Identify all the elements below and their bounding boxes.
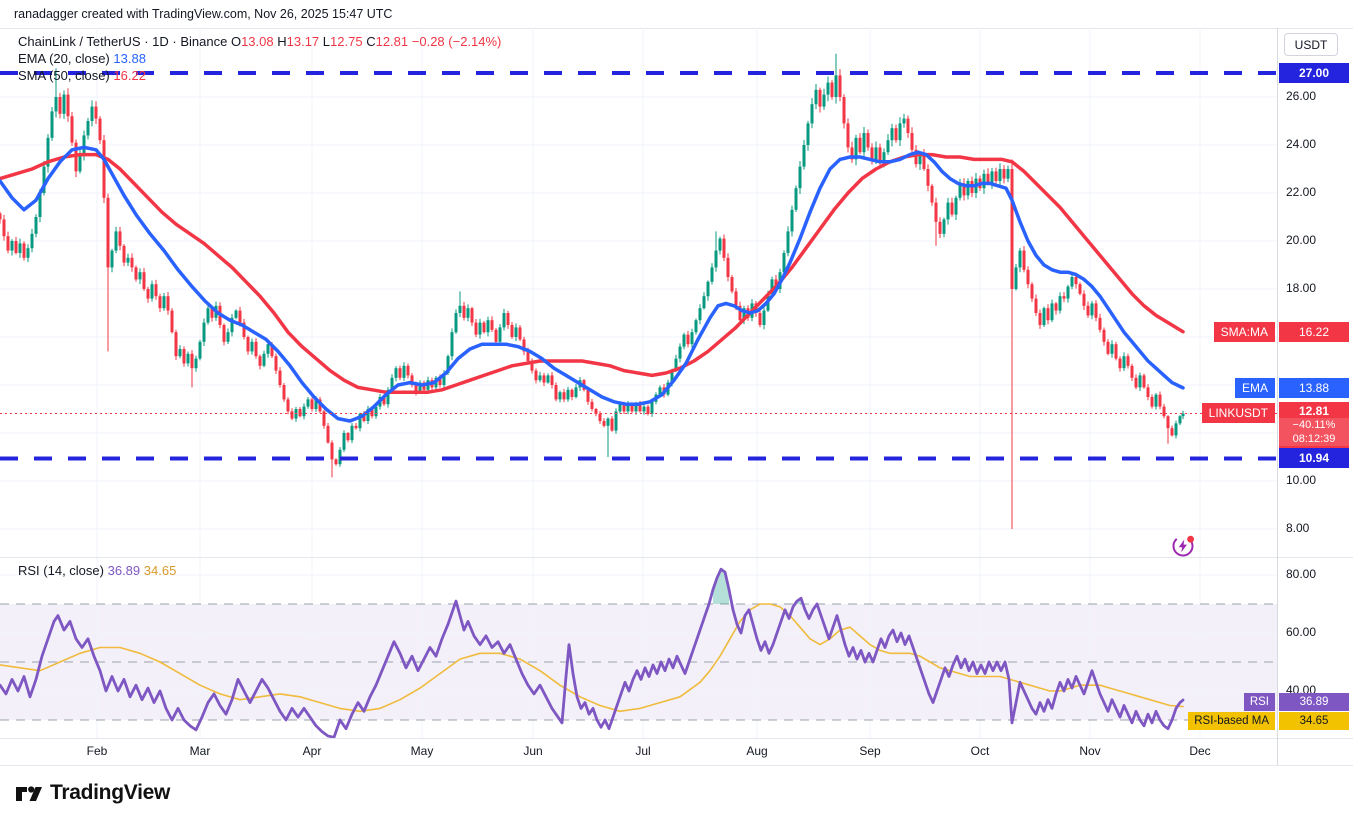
- sma50-line: [0, 152, 1185, 394]
- ohlc-high: 13.17: [286, 34, 320, 49]
- ema-legend-value: 13.88: [113, 51, 146, 66]
- last-price-value: 12.81: [1298, 404, 1330, 418]
- month-label-jun: Jun: [523, 744, 543, 758]
- price-tick-label: 22.00: [1286, 185, 1317, 199]
- pane-separator[interactable]: [0, 557, 1353, 558]
- notification-dot: [1187, 535, 1194, 543]
- price-tick-label: 20.00: [1286, 233, 1317, 247]
- rsi-ma-axis-value: 34.65: [1279, 712, 1349, 730]
- ema-axis-value: 13.88: [1279, 378, 1349, 398]
- rsi-tick-label: 60.00: [1286, 625, 1317, 639]
- tradingview-logo-icon: [16, 786, 42, 801]
- price-tick-label: 24.00: [1286, 137, 1317, 151]
- price-tick-label: 26.00: [1286, 89, 1317, 103]
- rsi-gridlines: [0, 557, 1277, 738]
- month-label-aug: Aug: [746, 744, 768, 758]
- price-gridlines: [0, 28, 1277, 557]
- ohlc-change: −0.28 (−2.14%): [411, 34, 502, 49]
- ohlc-open-label: O: [230, 34, 242, 49]
- rsi-ma-series-tag: RSI-based MA: [1188, 712, 1275, 730]
- ohlc-close: 12.81: [375, 34, 409, 49]
- sma-series-tag: SMA:MA: [1213, 322, 1275, 342]
- month-label-jul: Jul: [635, 744, 651, 758]
- tradingview-logo-text: TradingView: [50, 781, 171, 804]
- price-chart-canvas[interactable]: [0, 28, 1277, 557]
- streak-lightning-icon[interactable]: [1169, 532, 1197, 560]
- rsi-tick-label: 80.00: [1286, 567, 1317, 581]
- bar-countdown: 08:12:39: [1279, 432, 1349, 446]
- lightning-bolt-glyph: [1178, 539, 1187, 553]
- month-label-apr: Apr: [302, 744, 322, 758]
- month-label-feb: Feb: [86, 744, 108, 758]
- month-label-sep: Sep: [859, 744, 881, 758]
- rsi-legend[interactable]: RSI (14, close) 36.89 34.65: [18, 563, 176, 578]
- rsi-chart-canvas[interactable]: [0, 557, 1277, 738]
- sma-legend-value: 16.22: [113, 68, 146, 83]
- ema-legend-label: EMA (20, close): [18, 51, 110, 66]
- ema20-line: [0, 145, 1185, 423]
- rsi-legend-value: 36.89: [107, 563, 141, 578]
- ohlc-low: 12.75: [330, 34, 363, 49]
- ohlc-open: 13.08: [241, 34, 274, 49]
- chart-bottom-border: [0, 765, 1353, 766]
- price-tick-label: 18.00: [1286, 281, 1317, 295]
- month-label-nov: Nov: [1079, 744, 1101, 758]
- rsi-band-fill: [0, 604, 1277, 720]
- rsi-ma-legend-value: 34.65: [143, 563, 177, 578]
- ohlc-high-label: H: [277, 34, 287, 49]
- change-percent-value: −40.11%: [1279, 418, 1349, 432]
- month-label-may: May: [410, 744, 434, 758]
- currency-toggle-button[interactable]: USDT: [1284, 33, 1338, 56]
- sma-axis-value: 16.22: [1279, 322, 1349, 342]
- rsi-series-tag: RSI: [1243, 693, 1275, 711]
- attribution-text: ranadagger created with TradingView.com,…: [14, 7, 393, 21]
- ema-series-tag: EMA: [1234, 378, 1275, 398]
- upper-level-price-label[interactable]: 27.00: [1279, 63, 1349, 83]
- rsi-axis-value: 36.89: [1279, 693, 1349, 711]
- symbol-title[interactable]: ChainLink / TetherUS · 1D · Binance: [18, 34, 228, 49]
- symbol-legend[interactable]: ChainLink / TetherUS · 1D · Binance O13.…: [18, 33, 501, 84]
- sma-legend-row[interactable]: SMA (50, close) 16.22: [18, 67, 501, 84]
- price-tick-label: 8.00: [1286, 521, 1310, 535]
- lower-level-price-label[interactable]: 10.94: [1279, 448, 1349, 468]
- price-scale-border: [1277, 28, 1278, 765]
- symbol-ohlc-row: ChainLink / TetherUS · 1D · Binance O13.…: [18, 33, 501, 50]
- month-label-mar: Mar: [189, 744, 211, 758]
- rsi-legend-label: RSI (14, close): [18, 563, 104, 578]
- symbol-series-tag: LINKUSDT: [1201, 403, 1275, 423]
- month-label-oct: Oct: [970, 744, 990, 758]
- horizontal-level-lines: [0, 71, 1277, 461]
- header-separator: [0, 28, 1353, 29]
- rsi-line: [0, 567, 1185, 738]
- ohlc-close-label: C: [366, 34, 376, 49]
- rsi-ma-line: [0, 603, 1184, 713]
- month-label-dec: Dec: [1189, 744, 1211, 758]
- ohlc-low-label: L: [322, 34, 331, 49]
- sma-legend-label: SMA (50, close): [18, 68, 110, 83]
- tradingview-logo[interactable]: TradingView: [13, 778, 170, 808]
- price-tick-label: 10.00: [1286, 473, 1317, 487]
- ema-legend-row[interactable]: EMA (20, close) 13.88: [18, 50, 501, 67]
- time-axis-separator: [0, 738, 1353, 739]
- last-price-axis-label[interactable]: 12.81 −40.11% 08:12:39: [1279, 402, 1349, 448]
